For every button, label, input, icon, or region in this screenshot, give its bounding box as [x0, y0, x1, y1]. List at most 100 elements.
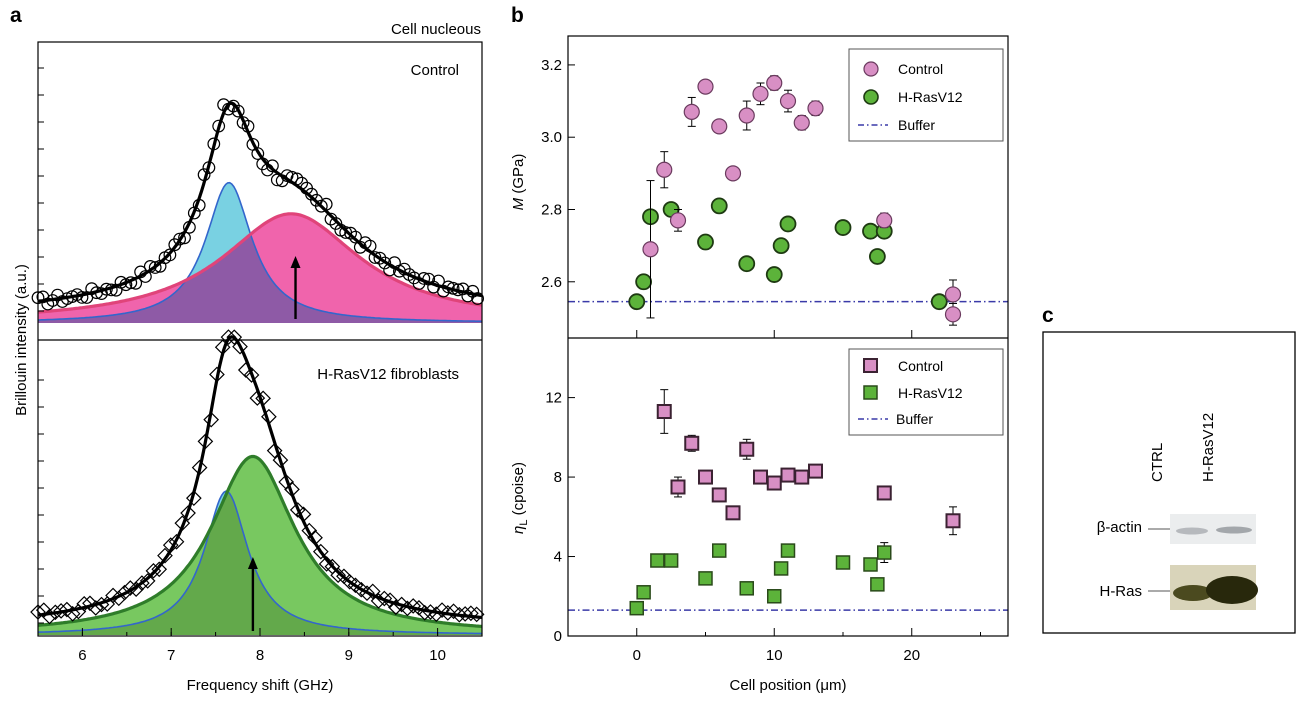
- control-point: [766, 74, 783, 92]
- spectrum-point: [471, 292, 485, 305]
- hras-point: [738, 255, 756, 273]
- spectrum-point: [382, 592, 398, 609]
- hras-point: [834, 219, 852, 236]
- spectrum-point: [203, 411, 220, 428]
- spectrum-point: [461, 289, 475, 303]
- panel-a-ylabel: Brillouin intensity (a.u.): [13, 264, 30, 416]
- hras-point: [772, 237, 790, 255]
- panel-b-top-plot: [568, 74, 1008, 326]
- row-label-hras: H-Ras: [1099, 583, 1142, 600]
- blot-band-actin-hras: [1216, 526, 1252, 534]
- spectrum-point: [456, 282, 470, 296]
- spectrum-point: [128, 581, 144, 598]
- control-point: [669, 212, 687, 229]
- control-point: [739, 441, 755, 457]
- broad-component-line: [37, 212, 483, 314]
- control-point: [766, 475, 782, 491]
- spectrum-point: [151, 561, 168, 578]
- panel-b: 0 10 20 2.6 2.8 3.0 3.2 0 4 8 12 M (GPa) ηL (cpois…: [510, 35, 1009, 694]
- hras-point: [739, 581, 754, 596]
- spectrum-point: [312, 543, 329, 560]
- spectrum-point: [378, 256, 392, 270]
- panel-a-top-fits: [37, 181, 483, 323]
- hras-point: [780, 543, 796, 558]
- panel-b-frame: [567, 35, 1009, 637]
- lane-label-ctrl: CTRL: [1149, 443, 1166, 482]
- legend-top-buffer-label: Buffer: [898, 117, 935, 133]
- hras-point: [870, 577, 885, 592]
- hras-point: [710, 197, 728, 215]
- control-point: [945, 513, 961, 529]
- hras-point: [765, 266, 783, 283]
- panel-b-bottom-ytick-label: 8: [554, 469, 562, 486]
- control-point: [711, 487, 727, 503]
- panel-a-bottom-fits: [37, 454, 483, 635]
- panel-b-top-ylabel: M (GPa): [510, 154, 527, 211]
- legend-bottom-hras-label: H-RasV12: [898, 385, 963, 401]
- control-point: [780, 467, 796, 483]
- legend-top-hras-marker: [863, 89, 879, 105]
- spectrum-point: [226, 329, 243, 346]
- control-point: [779, 92, 797, 110]
- spectrum-point: [373, 251, 387, 265]
- spectrum-point: [231, 104, 245, 118]
- panel-letter-c: c: [1042, 304, 1054, 327]
- spectrum-point: [278, 474, 295, 490]
- control-point: [793, 114, 810, 131]
- panel-a-bottom-points: [30, 329, 485, 625]
- hras-point: [868, 248, 886, 265]
- panel-b-top-ytick-label: 2.8: [541, 201, 562, 218]
- spectrum-point: [318, 556, 335, 572]
- hras-point: [629, 600, 644, 616]
- panel-b-bottom-ytick-label: 4: [554, 549, 562, 566]
- hras-point: [650, 553, 665, 568]
- control-point: [642, 241, 659, 258]
- narrow-component-line: [37, 490, 483, 635]
- panel-b-bottom-ytick-label: 12: [545, 390, 562, 407]
- spectrum-point: [168, 533, 185, 550]
- panel-a: Cell nucleous Control H-RasV12 fibroblas…: [13, 21, 485, 694]
- blot-band-hras-ctrl: [1173, 585, 1213, 601]
- spectrum-point: [272, 452, 289, 468]
- control-point: [808, 463, 823, 479]
- hras-point: [712, 543, 727, 558]
- control-point: [738, 107, 755, 124]
- spectrum-point: [163, 248, 177, 262]
- panel-b-xtick-label: 0: [633, 647, 641, 664]
- control-point: [876, 212, 893, 229]
- panel-b-xtick-label: 10: [766, 647, 783, 664]
- panel-c: CTRL H-RasV12 β-actin H-Ras: [1042, 331, 1296, 634]
- legend-top-control-marker: [863, 61, 879, 77]
- spectrum-point: [76, 595, 93, 612]
- panel-b-top-ytick-label: 2.6: [541, 274, 562, 291]
- legend-bottom-buffer-label: Buffer: [896, 411, 933, 427]
- blot-band-hras-hras: [1206, 576, 1258, 604]
- broad-component-line: [37, 454, 483, 628]
- panel-a-xtick-label: 10: [429, 647, 446, 664]
- panel-b-top-ytick-label: 3.2: [541, 57, 562, 74]
- panel-b-bottom-ylabel-sub: L: [518, 520, 530, 526]
- legend-top-hras-label: H-RasV12: [898, 89, 963, 105]
- control-point: [724, 165, 742, 182]
- panel-b-top-legend: Control H-RasV12 Buffer: [848, 48, 1004, 142]
- control-point: [725, 505, 741, 521]
- control-point: [794, 469, 810, 485]
- spectrum-point: [329, 217, 343, 230]
- panel-b-top-ylabel-unit: (GPa): [510, 154, 527, 198]
- spectrum-point: [148, 261, 162, 274]
- panel-a-xtick-label: 7: [167, 647, 175, 664]
- panel-b-bottom-plot: [568, 389, 1008, 616]
- spectrum-point: [437, 284, 450, 298]
- panel-letter-a: a: [10, 4, 22, 27]
- row-label-actin: β-actin: [1097, 519, 1142, 536]
- hras-point: [930, 293, 948, 311]
- panel-b-bottom-ylabel: ηL (cpoise): [510, 462, 530, 534]
- hras-point: [773, 561, 789, 576]
- panel-a-xlabel: Frequency shift (GHz): [187, 677, 334, 694]
- spectrum-point: [405, 598, 422, 614]
- panel-b-bottom-ytick-label: 0: [554, 628, 562, 645]
- spectrum-point: [330, 567, 346, 584]
- spectrum-point: [364, 583, 381, 600]
- spectrum-point: [468, 606, 485, 623]
